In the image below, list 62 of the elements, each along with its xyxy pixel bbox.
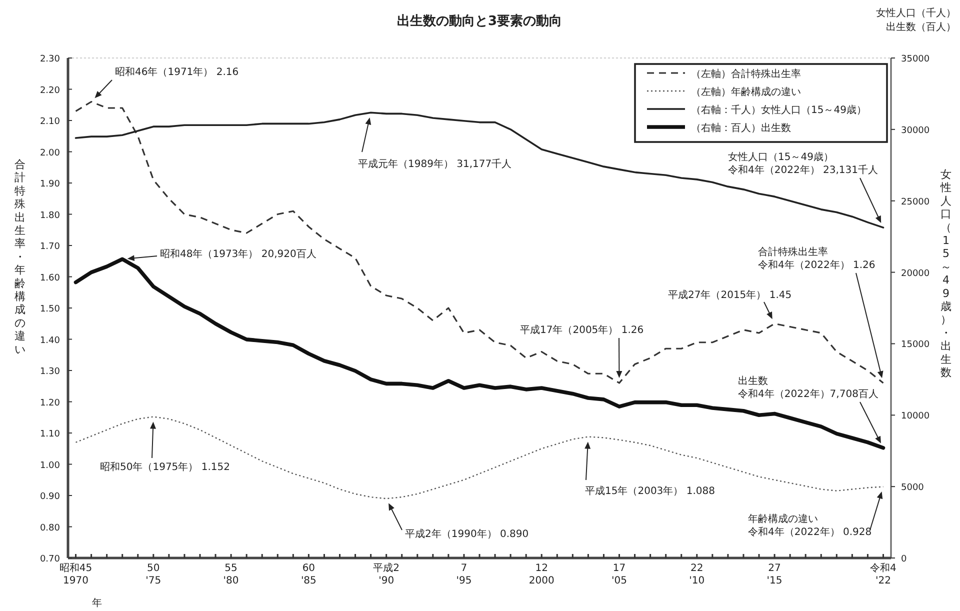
x-tick-label: 27 '15 bbox=[766, 563, 782, 586]
y2-tick-label: 10000 bbox=[901, 412, 930, 422]
x-tick-label: 55 '80 bbox=[223, 563, 239, 586]
x-tick-label: 60 '85 bbox=[300, 563, 316, 586]
y-tick-label: 2.10 bbox=[40, 117, 60, 127]
y-tick-label: 1.40 bbox=[40, 336, 60, 346]
y2-tick-label: 15000 bbox=[901, 340, 930, 350]
annotation: 令和4年（2022年） 23,131千人 bbox=[728, 164, 878, 176]
annotation: 昭和48年（1973年） 20,920百人 bbox=[160, 248, 316, 260]
x-tick-label: 昭和45 1970 bbox=[59, 562, 92, 586]
y-tick-label: 0.70 bbox=[40, 554, 60, 564]
y-tick-label: 0.90 bbox=[40, 492, 60, 502]
x-tick-label: 12 2000 bbox=[528, 563, 554, 586]
annotation: 平成15年（2003年） 1.088 bbox=[585, 485, 715, 497]
y-tick-label: 1.10 bbox=[40, 430, 60, 440]
y2-axis-title: 女性人口（15～49歳）・出生数 bbox=[940, 168, 952, 379]
y2-tick-label: 25000 bbox=[901, 197, 930, 208]
y-tick-label: 1.70 bbox=[40, 242, 60, 252]
x-tick-label: 7 '95 bbox=[456, 563, 472, 586]
annotation: 令和4年（2022年） 1.26 bbox=[758, 259, 876, 271]
y-axis-title: 合計特殊出生率・年齢構成の違い bbox=[14, 158, 26, 356]
x-tick-label: 令和4 '22 bbox=[870, 562, 896, 586]
annotation: 平成27年（2015年） 1.45 bbox=[668, 289, 792, 301]
chart-title: 出生数の動向と3要素の動向 bbox=[396, 13, 562, 29]
text: 年 bbox=[92, 597, 102, 609]
y-tick-label: 0.80 bbox=[40, 523, 60, 534]
annotation: 女性人口（15～49歳） bbox=[728, 151, 834, 163]
annotation: 平成17年（2005年） 1.26 bbox=[520, 324, 644, 336]
x-tick-label: 22 '10 bbox=[689, 563, 705, 586]
x-tick-label: 50 '75 bbox=[146, 563, 162, 586]
annotation: 令和4年（2022年）7,708百人 bbox=[738, 388, 878, 400]
annotation: 平成2年（1990年） 0.890 bbox=[405, 528, 529, 540]
annotation: 平成元年（1989年） 31,177千人 bbox=[358, 158, 512, 170]
y-tick-label: 1.80 bbox=[40, 210, 60, 221]
y2-tick-label: 5000 bbox=[901, 483, 924, 494]
x-tick-label: 平成2 '90 bbox=[373, 562, 400, 586]
y-tick-label: 1.00 bbox=[40, 460, 60, 471]
legend-label: （右軸：百人）出生数 bbox=[691, 122, 791, 134]
y2-tick-label: 35000 bbox=[901, 54, 930, 64]
y-tick-label: 1.50 bbox=[40, 304, 60, 314]
y2-tick-label: 30000 bbox=[901, 126, 930, 136]
y-tick-label: 2.00 bbox=[40, 148, 60, 158]
annotation: 昭和50年（1975年） 1.152 bbox=[100, 461, 230, 473]
annotation: 出生数 bbox=[738, 375, 768, 387]
annotation: 昭和46年（1971年） 2.16 bbox=[115, 66, 239, 78]
legend-label: （左軸）合計特殊出生率 bbox=[691, 68, 801, 80]
y2-tick-label: 0 bbox=[901, 554, 907, 564]
annotation: 合計特殊出生率 bbox=[758, 246, 828, 258]
legend-label: （右軸：千人）女性人口（15～49歳） bbox=[691, 104, 866, 116]
y-tick-label: 1.90 bbox=[40, 180, 60, 190]
legend-label: （左軸）年齢構成の違い bbox=[691, 86, 801, 98]
y-tick-label: 2.20 bbox=[40, 86, 60, 96]
y-tick-label: 1.60 bbox=[40, 273, 60, 284]
annotation: 令和4年（2022年） 0.928 bbox=[748, 526, 872, 538]
y-tick-label: 1.20 bbox=[40, 398, 60, 408]
x-tick-label: 17 '05 bbox=[612, 563, 627, 586]
text: 出生数（百人） bbox=[886, 21, 956, 33]
y2-tick-label: 20000 bbox=[901, 268, 930, 279]
y-tick-label: 2.30 bbox=[40, 54, 60, 64]
y-tick-label: 1.30 bbox=[40, 367, 60, 377]
text: 女性人口（千人） bbox=[876, 7, 956, 19]
annotation: 年齢構成の違い bbox=[748, 513, 818, 525]
